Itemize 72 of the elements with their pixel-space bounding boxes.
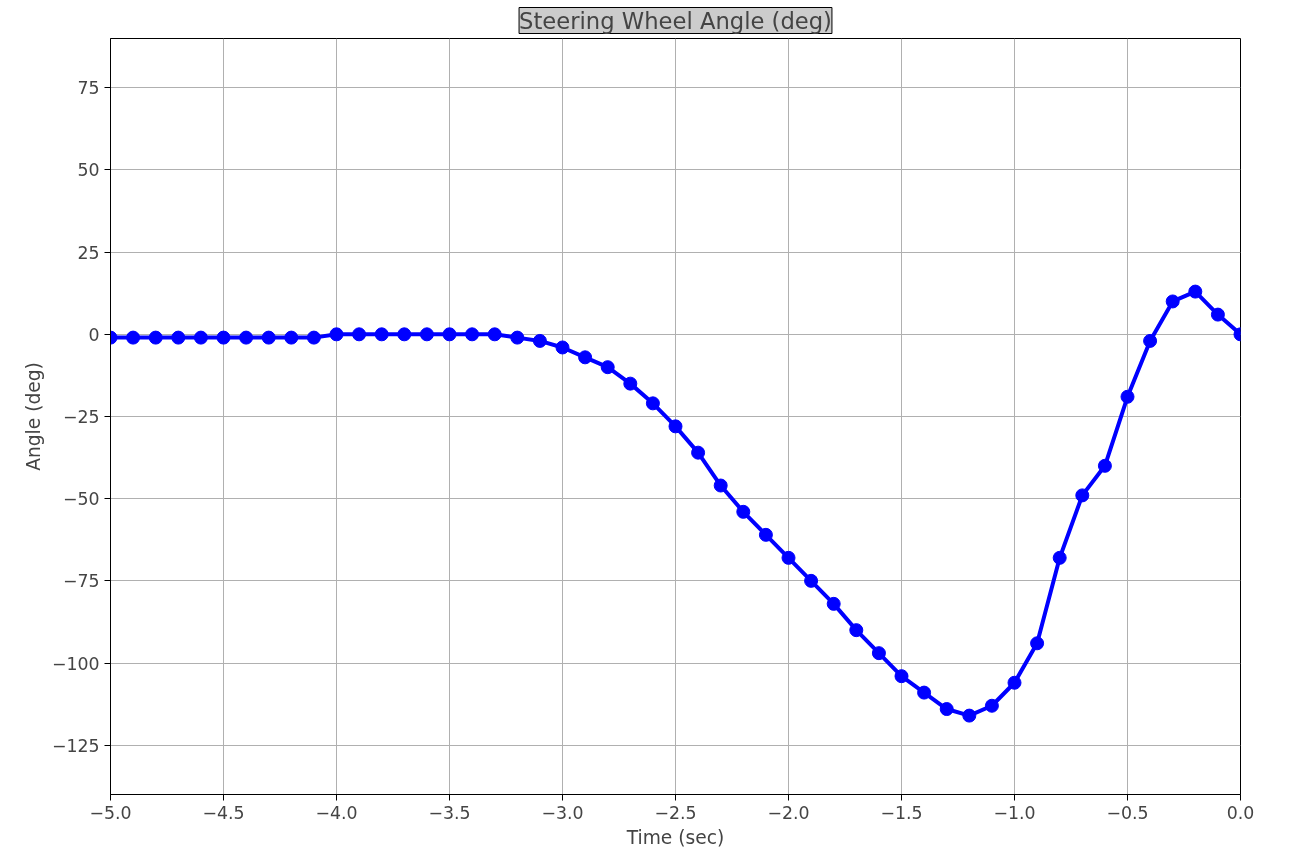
point bbox=[645, 396, 660, 411]
point bbox=[306, 330, 321, 345]
point bbox=[826, 596, 841, 611]
point bbox=[397, 327, 412, 342]
point bbox=[510, 330, 525, 345]
x-tick-label: −4.0 bbox=[315, 802, 358, 823]
y-tick-label: 25 bbox=[77, 242, 100, 263]
point bbox=[193, 330, 208, 345]
point bbox=[736, 504, 751, 519]
x-tick-label: 0.0 bbox=[1226, 802, 1255, 823]
point bbox=[1143, 333, 1158, 348]
point bbox=[1007, 675, 1022, 690]
point bbox=[419, 327, 434, 342]
point bbox=[465, 327, 480, 342]
y-tick-label: −25 bbox=[62, 407, 100, 427]
point bbox=[917, 685, 932, 700]
point bbox=[532, 333, 547, 348]
chart-title: Steering Wheel Angle (deg) bbox=[519, 7, 832, 34]
point bbox=[216, 330, 231, 345]
point bbox=[239, 330, 254, 345]
point bbox=[329, 327, 344, 342]
point bbox=[374, 327, 389, 342]
point bbox=[284, 330, 299, 345]
x-tick-label: −1.5 bbox=[880, 802, 923, 823]
point bbox=[1165, 294, 1180, 309]
point bbox=[984, 698, 999, 713]
point bbox=[781, 550, 796, 565]
point bbox=[1120, 389, 1135, 404]
point bbox=[849, 623, 864, 638]
x-tick-label: −2.0 bbox=[767, 802, 810, 823]
point bbox=[578, 350, 593, 365]
point bbox=[668, 419, 683, 434]
y-tick-label: 50 bbox=[77, 160, 100, 181]
point bbox=[894, 669, 909, 684]
point bbox=[623, 376, 638, 391]
y-tick-label: −125 bbox=[51, 735, 100, 756]
point bbox=[962, 708, 977, 723]
point bbox=[1052, 550, 1067, 565]
x-tick-label: −0.5 bbox=[1106, 802, 1149, 823]
point bbox=[487, 327, 502, 342]
point bbox=[126, 330, 141, 345]
point bbox=[1030, 636, 1045, 651]
point bbox=[1188, 284, 1203, 299]
x-tick-label: −3.0 bbox=[541, 802, 584, 823]
point bbox=[691, 445, 706, 460]
point bbox=[1210, 307, 1225, 322]
x-tick-label: −2.5 bbox=[654, 802, 697, 823]
y-tick-label: −100 bbox=[51, 653, 100, 674]
point bbox=[758, 527, 773, 542]
y-tick-label: 75 bbox=[77, 78, 100, 99]
point bbox=[871, 646, 886, 661]
point bbox=[261, 330, 276, 345]
point bbox=[555, 340, 570, 355]
point bbox=[1075, 488, 1090, 503]
y-tick-label: 0 bbox=[88, 324, 100, 345]
point bbox=[1097, 458, 1112, 473]
point bbox=[352, 327, 367, 342]
point bbox=[804, 573, 819, 588]
point bbox=[148, 330, 163, 345]
y-tick-label: −50 bbox=[62, 489, 100, 510]
x-axis-title: Time (sec) bbox=[625, 826, 725, 848]
point bbox=[171, 330, 186, 345]
x-tick-label: −5.0 bbox=[89, 802, 132, 823]
point bbox=[713, 478, 728, 493]
x-tick-label: −1.0 bbox=[993, 802, 1036, 823]
point bbox=[939, 702, 954, 717]
point bbox=[600, 360, 615, 375]
y-tick-label: −75 bbox=[62, 571, 100, 592]
point bbox=[442, 327, 457, 342]
y-axis-title: Angle (deg) bbox=[22, 362, 44, 471]
x-tick-label: −3.5 bbox=[428, 802, 471, 823]
x-tick-label: −4.5 bbox=[202, 802, 245, 823]
